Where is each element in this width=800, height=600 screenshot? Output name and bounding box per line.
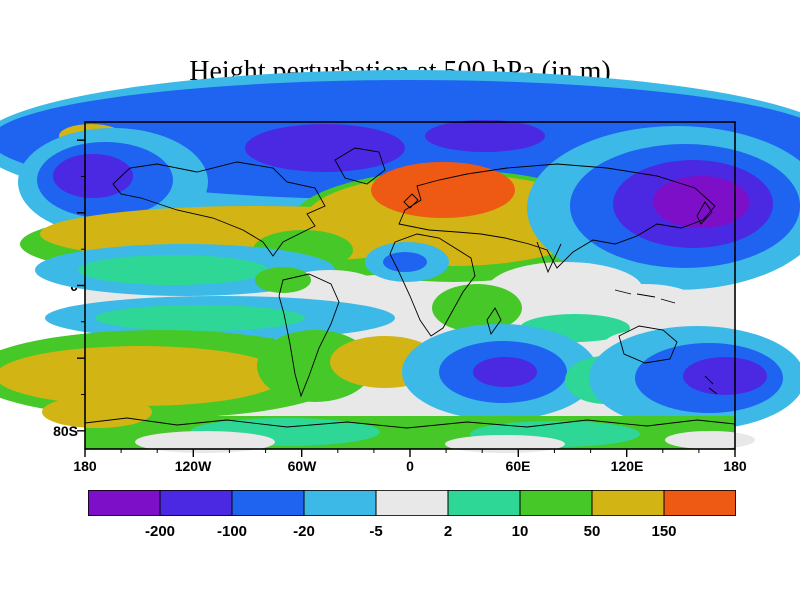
contour-region <box>683 357 767 395</box>
x-axis-minor-ticks <box>120 449 700 453</box>
y-axis-minor-ticks <box>81 176 85 395</box>
x-tick-label: 60W <box>287 458 317 474</box>
x-tick-label: 60E <box>505 458 531 474</box>
x-tick-label: 0 <box>406 458 414 474</box>
contour-field <box>0 70 800 453</box>
contour-region <box>0 346 285 406</box>
y-axis-major-ticks <box>77 139 85 432</box>
x-tick-label: 120W <box>174 458 212 474</box>
colorbar-cell <box>159 489 233 517</box>
colorbar-cell <box>447 489 521 517</box>
colorbar-cell <box>663 489 737 517</box>
contour-region <box>425 120 545 152</box>
contour-region <box>665 431 755 449</box>
contour-region <box>473 357 537 387</box>
y-tick-label: 80S <box>53 423 78 439</box>
contour-region <box>245 124 405 172</box>
colorbar-label: 10 <box>511 523 529 540</box>
colorbar-label: 50 <box>583 523 601 540</box>
colorbar-cell <box>591 489 665 517</box>
coastline-outlines <box>84 147 736 429</box>
colorbar-cell <box>231 489 305 517</box>
colorbar-cell <box>87 489 161 517</box>
x-axis-major-ticks <box>84 449 736 457</box>
colorbar <box>87 489 737 517</box>
x-tick-label: 180 <box>73 458 97 474</box>
contour-region <box>590 284 700 324</box>
colorbar-label: -5 <box>369 523 383 540</box>
colorbar-cell <box>519 489 593 517</box>
colorbar-cell <box>303 489 377 517</box>
x-tick-label: 120E <box>610 458 644 474</box>
colorbar-label: -200 <box>144 523 176 540</box>
x-tick-label: 180 <box>723 458 747 474</box>
colorbar-label: -20 <box>293 523 315 540</box>
contour-region <box>383 252 427 272</box>
contour-region <box>42 396 152 428</box>
contour-region <box>135 431 275 453</box>
contour-region <box>445 435 565 453</box>
colorbar-label: 2 <box>443 523 453 540</box>
contour-region <box>78 255 268 285</box>
contour-region <box>53 154 133 198</box>
contour-region <box>95 305 305 331</box>
colorbar-svg <box>87 489 737 517</box>
contour-map-svg <box>0 70 800 457</box>
contour-region <box>432 284 522 332</box>
contour-region <box>371 162 515 218</box>
contour-region <box>653 176 749 228</box>
colorbar-cell <box>375 489 449 517</box>
colorbar-label: 150 <box>651 523 677 540</box>
contour-map <box>0 70 800 457</box>
colorbar-label: -100 <box>216 523 248 540</box>
